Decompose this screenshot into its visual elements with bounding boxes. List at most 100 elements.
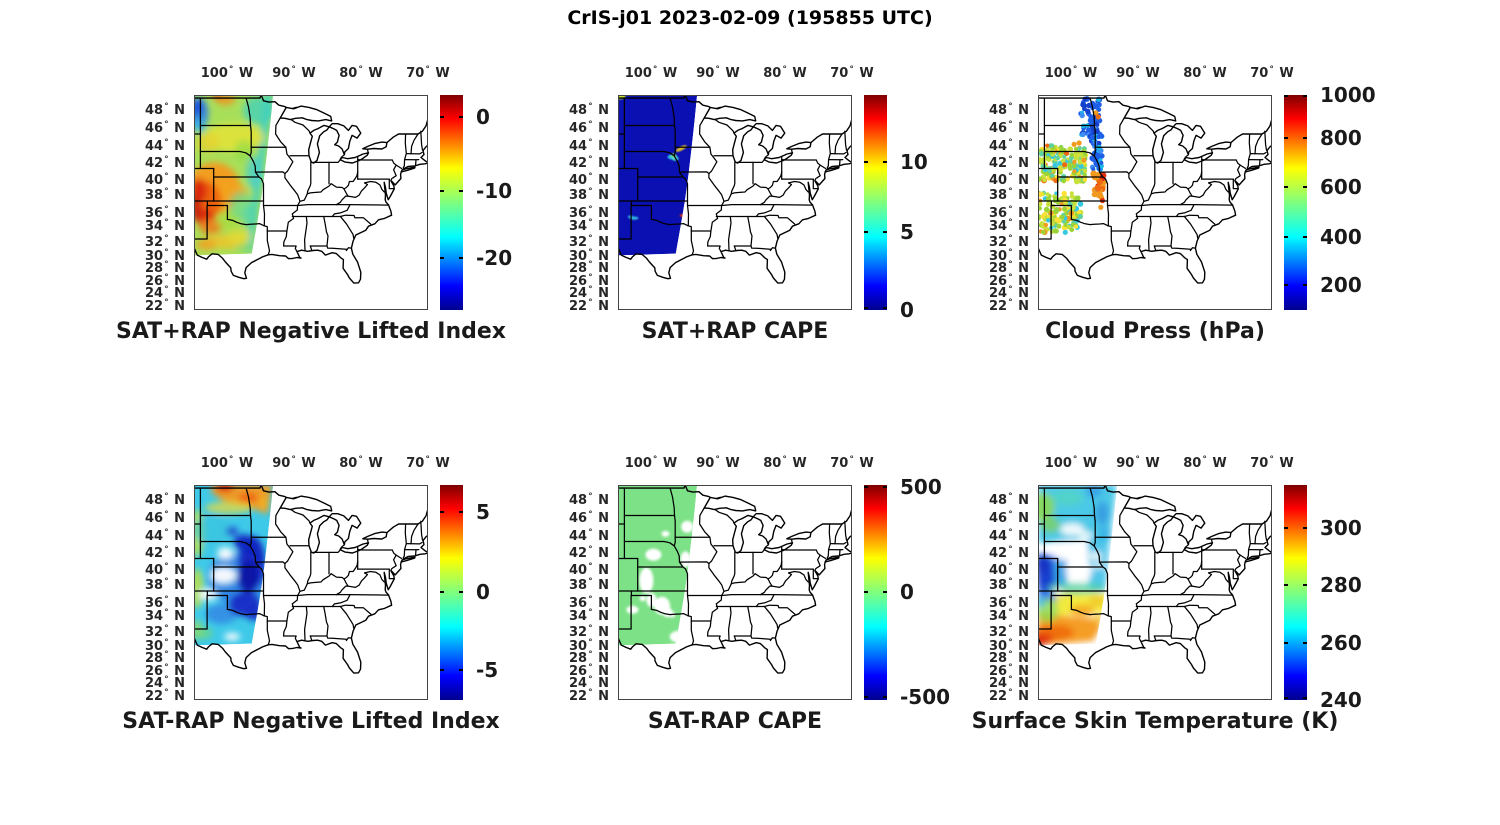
lat-tick-label: 36° N	[145, 205, 185, 221]
lat-tick-label: 26° N	[569, 663, 609, 679]
colorbar-tick-label: 0	[900, 580, 914, 605]
colorbar-tick-label: -20	[476, 245, 513, 270]
lon-tick-label: 70° W	[406, 65, 450, 81]
lat-tick-label: 44° N	[989, 138, 1029, 154]
lon-tick-label: 70° W	[406, 455, 450, 471]
colorbar-tick-label: 300	[1320, 516, 1362, 540]
colorbar-tick-label: 0	[476, 104, 490, 129]
lat-tick-label: 24° N	[569, 285, 609, 301]
lat-tick-label: 36° N	[145, 595, 185, 611]
us-map	[618, 95, 852, 310]
lat-tick-label: 28° N	[989, 260, 1029, 276]
lon-tick-label: 90° W	[272, 455, 316, 471]
colorbar-gradient	[1284, 95, 1307, 310]
lat-tick-label: 28° N	[569, 650, 609, 666]
colorbar-tick-label: 600	[1320, 175, 1362, 200]
colorbar: 10 5 0	[864, 95, 970, 322]
lat-tick-label: 32° N	[569, 234, 609, 250]
lat-tick-label: 30° N	[989, 248, 1029, 264]
colorbar: 0 -10 -20	[440, 95, 546, 310]
lat-tick-label: 22° N	[145, 688, 185, 704]
panel-surface-skin-temp: 48° N 46° N 44° N 42° N 40° N 38° N 36° N 34° N…	[960, 443, 1390, 735]
lat-tick-label: 22° N	[989, 688, 1029, 704]
us-map	[1038, 485, 1272, 700]
lat-tick-label: 42° N	[569, 155, 609, 171]
lat-tick-label: 44° N	[989, 528, 1029, 544]
colorbar-tick-label: 0	[900, 298, 914, 322]
lat-tick-label: 44° N	[145, 528, 185, 544]
lat-tick-label: 34° N	[145, 608, 185, 624]
lon-tick-label: 80° W	[763, 65, 807, 81]
lon-tick-label: 80° W	[339, 65, 383, 81]
lat-tick-label: 40° N	[569, 172, 609, 188]
lon-tick-label: 80° W	[763, 455, 807, 471]
panel-sat-plus-rap-nli: 48° N 46° N 44° N 42° N 40° N 38° N 36° N 34° N…	[116, 53, 546, 345]
lat-axis: 48° N 46° N 44° N 42° N 40° N 38° N 36° N 34° N…	[960, 53, 1029, 345]
lat-tick-label: 32° N	[145, 234, 185, 250]
lat-tick-label: 30° N	[569, 248, 609, 264]
lon-tick-label: 100° W	[200, 65, 254, 81]
lat-tick-label: 22° N	[989, 298, 1029, 314]
panel-title: SAT+RAP Negative Lifted Index	[116, 319, 506, 344]
figure-title: CrIS-j01 2023-02-09 (195855 UTC)	[567, 7, 933, 29]
colorbar-tick-label: 500	[900, 475, 942, 500]
lat-tick-label: 46° N	[145, 510, 185, 526]
lat-tick-label: 38° N	[145, 187, 185, 203]
lat-tick-label: 42° N	[145, 545, 185, 561]
lat-tick-label: 38° N	[145, 577, 185, 593]
lat-tick-label: 48° N	[145, 102, 185, 118]
lat-tick-label: 44° N	[145, 138, 185, 154]
lat-tick-label: 48° N	[989, 492, 1029, 508]
lat-tick-label: 34° N	[569, 608, 609, 624]
lat-tick-label: 26° N	[989, 663, 1029, 679]
lon-tick-label: 80° W	[1183, 65, 1227, 81]
panel-title: SAT-RAP CAPE	[647, 709, 823, 734]
lat-tick-label: 22° N	[569, 298, 609, 314]
lon-tick-label: 100° W	[200, 455, 254, 471]
lat-tick-label: 32° N	[145, 624, 185, 640]
lat-tick-label: 42° N	[989, 545, 1029, 561]
colorbar-tick-label: -10	[476, 179, 513, 204]
us-map	[194, 95, 428, 310]
lat-tick-label: 46° N	[989, 120, 1029, 136]
lat-tick-label: 40° N	[145, 562, 185, 578]
lat-tick-label: 24° N	[569, 675, 609, 691]
lat-axis: 48° N 46° N 44° N 42° N 40° N 38° N 36° N 34° N…	[116, 443, 185, 735]
colorbar: 300 280 260 240	[1284, 485, 1390, 712]
panel-title: SAT-RAP Negative Lifted Index	[122, 709, 500, 734]
lat-tick-label: 46° N	[569, 510, 609, 526]
colorbar-gradient	[440, 95, 463, 310]
lat-tick-label: 48° N	[569, 102, 609, 118]
colorbar-gradient	[440, 485, 463, 700]
lat-tick-label: 24° N	[989, 675, 1029, 691]
lat-tick-label: 28° N	[989, 650, 1029, 666]
us-map	[618, 485, 852, 700]
lat-tick-label: 24° N	[145, 675, 185, 691]
lat-tick-label: 26° N	[989, 273, 1029, 289]
lat-tick-label: 42° N	[989, 155, 1029, 171]
us-map	[194, 485, 428, 700]
lat-tick-label: 24° N	[145, 285, 185, 301]
colorbar-tick-label: 5	[476, 499, 490, 524]
lat-tick-label: 42° N	[569, 545, 609, 561]
colorbar-tick-label: 400	[1320, 224, 1362, 249]
lat-tick-label: 24° N	[989, 285, 1029, 301]
lat-tick-label: 38° N	[569, 577, 609, 593]
panel-title: SAT+RAP CAPE	[641, 319, 829, 344]
lat-axis: 48° N 46° N 44° N 42° N 40° N 38° N 36° N 34° N…	[540, 443, 609, 735]
lon-tick-label: 70° W	[1250, 455, 1294, 471]
lat-tick-label: 30° N	[989, 638, 1029, 654]
us-map	[1038, 95, 1272, 310]
lat-tick-label: 22° N	[145, 298, 185, 314]
colorbar-tick-label: 10	[900, 150, 928, 175]
lat-tick-label: 40° N	[989, 562, 1029, 578]
lon-tick-label: 100° W	[624, 65, 678, 81]
colorbar-gradient	[864, 95, 887, 310]
lat-tick-label: 36° N	[989, 205, 1029, 221]
lon-tick-label: 100° W	[624, 455, 678, 471]
lat-tick-label: 22° N	[569, 688, 609, 704]
lon-tick-label: 70° W	[830, 65, 874, 81]
colorbar-tick-label: 280	[1320, 572, 1362, 597]
lat-tick-label: 28° N	[145, 260, 185, 276]
lat-axis: 48° N 46° N 44° N 42° N 40° N 38° N 36° N 34° N…	[540, 53, 609, 345]
